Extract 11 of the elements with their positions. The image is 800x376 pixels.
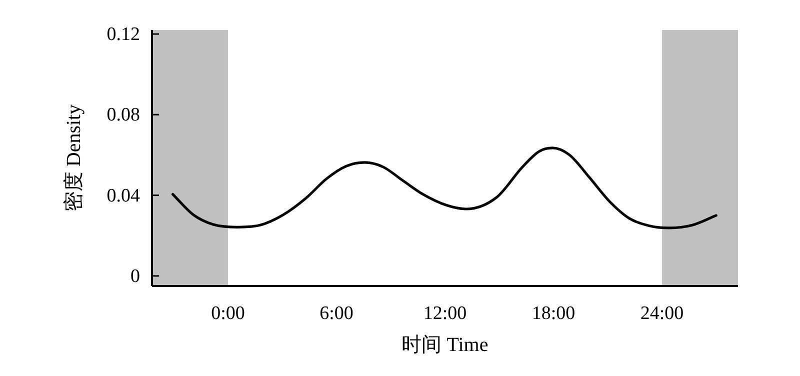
y-tick-label: 0 [130,266,140,287]
x-tick-label: 18:00 [532,303,576,324]
x-tick-label: 24:00 [640,303,684,324]
y-tick-label: 0.08 [106,104,140,126]
y-tick-label: 0.04 [106,185,140,206]
x-tick-label: 0:00 [211,303,245,324]
x-tick-label: 6:00 [320,303,354,324]
y-tick-label: 0.12 [106,24,140,46]
x-axis-title: 时间 Time [402,334,488,356]
y-axis-title: 密度 Density [63,104,85,212]
x-tick-label: 12:00 [423,303,467,324]
